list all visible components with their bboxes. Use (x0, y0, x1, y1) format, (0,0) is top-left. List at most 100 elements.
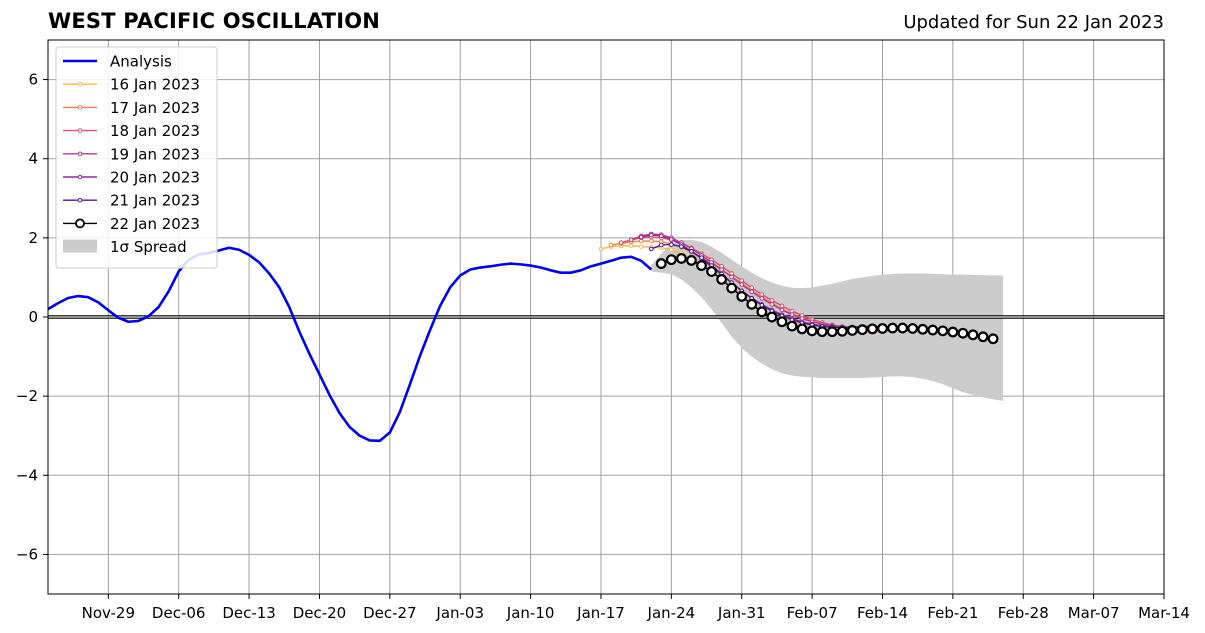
legend-label: 20 Jan 2023 (110, 169, 200, 187)
forecast-point (669, 247, 674, 253)
x-tick-label: Mar-07 (1068, 604, 1120, 622)
legend-entry: 18 Jan 2023 (63, 122, 200, 140)
x-tick-label: Jan-10 (506, 604, 555, 622)
current-forecast-point (766, 311, 778, 323)
current-forecast-point (907, 323, 919, 334)
y-tick-label: −2 (16, 387, 38, 405)
current-forecast-point (676, 253, 687, 264)
x-tick-label: Feb-14 (857, 604, 908, 622)
legend: Analysis 16 Jan 2023 17 Jan 2023 18 Jan 202… (55, 46, 218, 269)
legend-label: 1σ Spread (110, 238, 187, 256)
legend-marker (77, 81, 83, 87)
current-forecast-point (796, 323, 808, 335)
legend-entry: Analysis (63, 53, 172, 71)
forecast-point (669, 237, 674, 242)
current-forecast-point (736, 291, 748, 302)
x-tick-label: Dec-20 (293, 604, 347, 622)
forecast-point (749, 289, 755, 294)
current-forecast-point (726, 282, 738, 294)
forecast-point (628, 243, 634, 249)
legend-label: 17 Jan 2023 (110, 99, 200, 117)
x-tick-label: Nov-29 (82, 604, 135, 622)
x-tick-label: Dec-27 (363, 604, 417, 622)
y-tick-label: −4 (16, 466, 38, 484)
x-tick-label: Jan-24 (647, 604, 696, 622)
legend-marker (77, 151, 83, 157)
y-tick-label: 6 (28, 71, 38, 89)
forecast-point (789, 312, 795, 317)
forecast-point (759, 302, 765, 308)
legend-box (55, 46, 218, 269)
legend-marker (77, 128, 83, 133)
legend-entry: 20 Jan 2023 (63, 169, 200, 187)
spread-layer (651, 239, 1004, 401)
legend-marker (77, 174, 83, 180)
forecast-point (628, 237, 634, 243)
forecast-point (699, 255, 704, 260)
current-forecast-point (917, 323, 929, 335)
x-tick-label: Feb-28 (998, 604, 1049, 622)
forecast-point (739, 278, 745, 283)
legend-entry: 16 Jan 2023 (63, 76, 200, 94)
legend-label: 22 Jan 2023 (110, 215, 200, 233)
forecast-point (648, 232, 654, 238)
current-forecast-point (947, 326, 959, 338)
forecast-point (739, 282, 745, 287)
legend-label: 21 Jan 2023 (110, 192, 200, 210)
x-tick-label: Feb-07 (787, 604, 838, 622)
current-forecast-point (776, 316, 788, 328)
legend-entry: 19 Jan 2023 (63, 145, 200, 163)
current-forecast-point (756, 306, 768, 318)
current-forecast-point (957, 327, 969, 339)
forecast-point (779, 303, 785, 309)
forecast-point (658, 242, 664, 248)
forecast-point (658, 233, 664, 239)
legend-marker (77, 197, 83, 203)
forecast-point (719, 267, 724, 272)
current-forecast-series (655, 253, 999, 345)
current-forecast-point (877, 323, 888, 334)
forecast-point (689, 249, 694, 254)
x-tick-label: Jan-31 (717, 604, 766, 622)
analysis-line (47, 246, 653, 443)
current-forecast-point (977, 331, 989, 343)
legend-swatch (63, 239, 97, 253)
forecast-point (598, 246, 604, 252)
series-layer (47, 231, 999, 443)
x-tick-label: Feb-21 (927, 604, 978, 622)
forecast-point (779, 307, 785, 313)
axis-ticks: Nov-29 Dec-06 Dec-13 Dec-20 Dec-27 Jan-03 Jan-… (16, 71, 1190, 622)
current-forecast-point (846, 325, 858, 336)
legend-marker (75, 218, 85, 229)
forecast-point (769, 302, 775, 307)
current-forecast-point (696, 260, 707, 271)
x-tick-label: Mar-14 (1138, 604, 1190, 622)
legend-entry: 22 Jan 2023 (63, 215, 200, 233)
legend-label: Analysis (110, 53, 172, 71)
y-tick-label: 0 (28, 308, 38, 326)
legend-label: 19 Jan 2023 (110, 145, 200, 163)
current-forecast-point (716, 274, 728, 285)
current-forecast-point (987, 333, 999, 345)
forecast-point (729, 271, 734, 276)
forecast-point (669, 242, 674, 247)
current-forecast-point (887, 322, 898, 334)
current-forecast-point (665, 254, 677, 266)
chart-title: WEST PACIFIC OSCILLATION (48, 9, 381, 33)
current-forecast-point (967, 329, 979, 341)
forecast-point (749, 285, 755, 291)
current-forecast-point (686, 255, 697, 266)
legend-marker (77, 105, 83, 110)
forecast-point (769, 298, 775, 303)
current-forecast-point (856, 324, 868, 336)
forecast-point (759, 292, 765, 297)
spread-band (651, 239, 1004, 401)
x-tick-label: Dec-13 (222, 604, 276, 622)
current-forecast-point (836, 325, 848, 337)
zero-line-layer (48, 315, 1164, 319)
forecast-point (638, 234, 644, 240)
current-forecast-point (937, 325, 949, 337)
current-forecast-point (927, 324, 939, 336)
legend-label: 18 Jan 2023 (110, 122, 200, 140)
